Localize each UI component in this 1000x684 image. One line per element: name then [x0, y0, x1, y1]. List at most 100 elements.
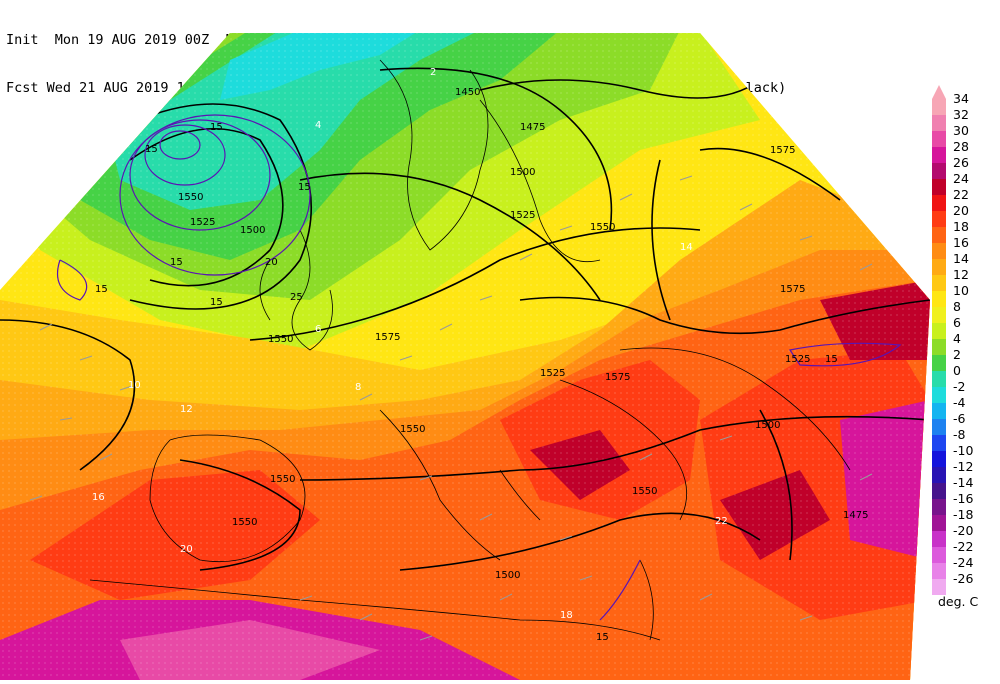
legend-swatch — [932, 435, 946, 451]
contour-labels: 1450 1475 1500 1525 1550 1575 1550 1525 … — [178, 87, 868, 581]
legend-swatch — [932, 531, 946, 547]
legend-swatch — [932, 291, 946, 307]
wind-label: 15 — [145, 144, 158, 155]
height-label: 1575 — [605, 372, 630, 383]
legend-swatch — [932, 515, 946, 531]
legend-swatch — [932, 403, 946, 419]
legend-swatch — [932, 579, 946, 595]
legend-swatch — [932, 483, 946, 499]
height-label: 1525 — [540, 368, 565, 379]
wind-label: 15 — [210, 297, 223, 308]
wind-labels: 15 15 15 20 25 15 15 15 15 15 — [95, 122, 838, 643]
legend-tick-label: -2 — [953, 379, 966, 394]
legend-tick-label: -26 — [953, 571, 974, 586]
temp-label: 18 — [560, 610, 573, 621]
height-label: 1550 — [270, 474, 295, 485]
legend-tick-label: -20 — [953, 523, 974, 538]
wind-label: 15 — [298, 182, 311, 193]
legend-tick-label: -10 — [953, 443, 974, 458]
legend-swatch — [932, 211, 946, 227]
height-label: 1575 — [780, 284, 805, 295]
legend-swatch — [932, 339, 946, 355]
wind-label: 15 — [95, 284, 108, 295]
height-label: 1550 — [632, 486, 657, 497]
legend-tick-label: 6 — [953, 315, 961, 330]
legend-swatch — [932, 323, 946, 339]
legend-tick-label: 2 — [953, 347, 961, 362]
legend-tick-label: -4 — [953, 395, 966, 410]
legend-swatch — [932, 387, 946, 403]
legend-swatch — [932, 275, 946, 291]
legend-tick-label: 18 — [953, 219, 969, 234]
legend-swatch — [932, 419, 946, 435]
legend-tick-label: 14 — [953, 251, 969, 266]
legend-tick-label: -6 — [953, 411, 966, 426]
height-label: 1550 — [232, 517, 257, 528]
legend-swatch — [932, 131, 946, 147]
legend-tick-label: -12 — [953, 459, 974, 474]
height-label: 1475 — [520, 122, 545, 133]
legend-tick-label: -8 — [953, 427, 966, 442]
legend-tick-label: 32 — [953, 107, 969, 122]
legend-swatch — [932, 163, 946, 179]
height-label: 1550 — [178, 192, 203, 203]
legend-swatch — [932, 227, 946, 243]
legend-tick-label: 20 — [953, 203, 969, 218]
wind-label: 15 — [170, 257, 183, 268]
height-label: 1500 — [240, 225, 265, 236]
legend-swatch — [932, 467, 946, 483]
coastlines — [89, 59, 851, 641]
legend-swatch — [932, 547, 946, 563]
legend-swatch — [932, 499, 946, 515]
legend-swatch — [932, 307, 946, 323]
legend-tick-label: -18 — [953, 507, 974, 522]
temp-label: 14 — [680, 242, 693, 253]
height-label: 1575 — [770, 145, 795, 156]
temperature-labels: 2 4 6 8 10 12 14 16 18 20 22 — [92, 67, 728, 621]
temp-label: 16 — [92, 492, 105, 503]
legend-swatch — [932, 147, 946, 163]
legend-tick-label: 24 — [953, 171, 969, 186]
temp-label: 10 — [128, 380, 141, 391]
height-label: 1500 — [755, 420, 780, 431]
legend-tick-label: -24 — [953, 555, 974, 570]
legend-units: deg. C — [938, 594, 979, 609]
wind-label: 15 — [596, 632, 609, 643]
legend-tick-label: 8 — [953, 299, 961, 314]
legend-tick-label: 34 — [953, 91, 969, 106]
temp-label: 6 — [315, 324, 321, 335]
legend-tick-label: 0 — [953, 363, 961, 378]
legend-tick-label: 30 — [953, 123, 969, 138]
height-label: 1450 — [455, 87, 480, 98]
wind-contours — [56, 114, 902, 621]
legend-tick-label: 26 — [953, 155, 969, 170]
legend-swatch — [932, 243, 946, 259]
height-label: 1500 — [495, 570, 520, 581]
legend-swatch — [932, 563, 946, 579]
wind-label: 25 — [290, 292, 303, 303]
wind-label: 15 — [210, 122, 223, 133]
legend-swatch — [932, 115, 946, 131]
legend-tick-label: -14 — [953, 475, 974, 490]
legend-swatch — [932, 371, 946, 387]
temp-label: 8 — [355, 382, 361, 393]
wind-barbs — [29, 175, 873, 641]
wind-label: 15 — [825, 354, 838, 365]
height-label: 1500 — [510, 167, 535, 178]
temp-label: 22 — [715, 516, 728, 527]
temperature-legend: 34 32 30 28 26 24 22 20 18 16 14 12 10 8 6 4 2 0 -2 -4 -6 -8-… — [929, 85, 989, 605]
legend-swatch — [932, 259, 946, 275]
legend-tick-label: 28 — [953, 139, 969, 154]
wind-label: 20 — [265, 257, 278, 268]
height-label: 1525 — [190, 217, 215, 228]
legend-tick-label: 22 — [953, 187, 969, 202]
legend-tick-label: -16 — [953, 491, 974, 506]
legend-top-arrow — [932, 85, 946, 99]
height-label: 1575 — [375, 332, 400, 343]
legend-swatch — [932, 451, 946, 467]
temp-label: 2 — [430, 67, 436, 78]
height-label: 1475 — [843, 510, 868, 521]
legend-tick-label: 10 — [953, 283, 969, 298]
